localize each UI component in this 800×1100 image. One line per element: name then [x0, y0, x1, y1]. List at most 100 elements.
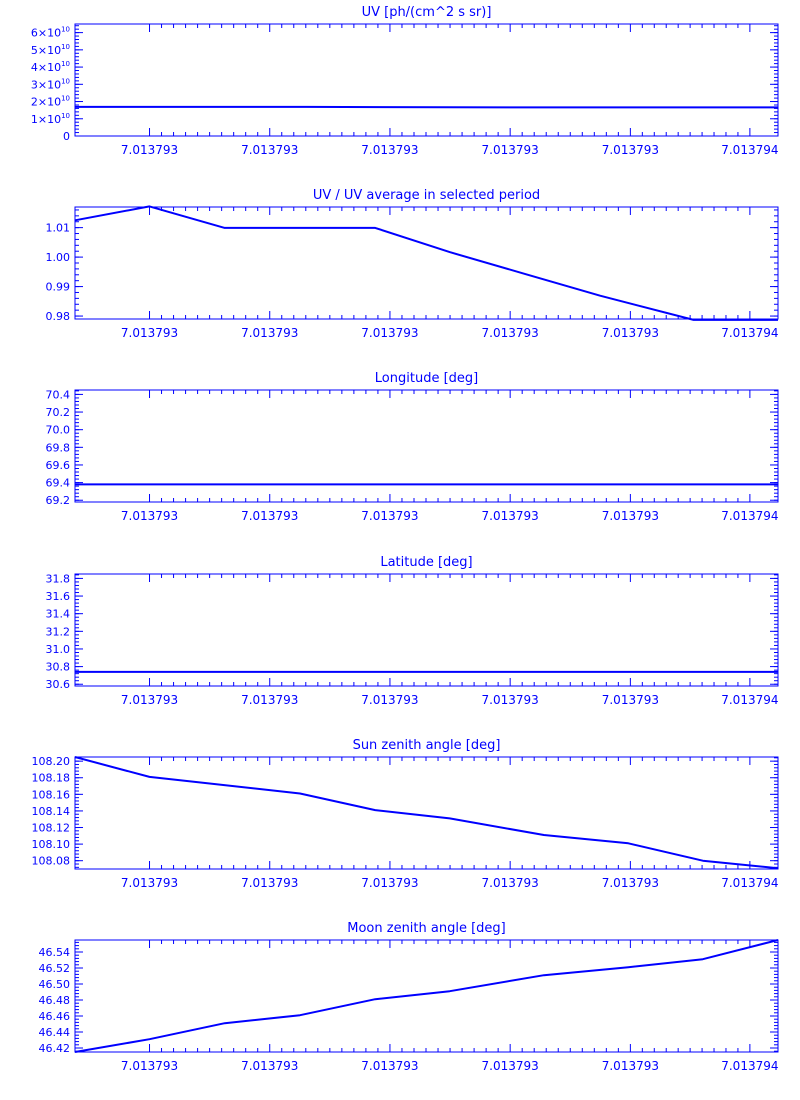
x-tick-label: 7.013793	[602, 509, 659, 523]
x-tick-label: 7.013793	[602, 1059, 659, 1073]
x-tick-label: 7.013793	[241, 876, 298, 890]
chart-panel-3: Longitude [deg] 7.013793 7.013793 7.013793 7…	[46, 371, 779, 523]
plot-frame	[74, 939, 779, 1053]
y-tick-label: 31.2	[46, 625, 71, 638]
y-tick-base: 108.16	[32, 788, 71, 801]
y-tick-label: 46.48	[39, 994, 71, 1007]
y-tick-label: 4×1010	[31, 60, 70, 74]
y-tick-label: 108.10	[32, 838, 71, 851]
y-tick-base: 1.01	[46, 222, 71, 235]
x-tick-label: 7.013793	[602, 326, 659, 340]
y-tick-base: 0	[63, 130, 70, 143]
chart-title: Longitude [deg]	[375, 371, 478, 386]
x-tick-label: 7.013794	[721, 876, 778, 890]
plot-frame	[74, 573, 779, 687]
chart-panel-4: Latitude [deg] 7.013793 7.013793 7.013793 7.…	[46, 555, 779, 707]
y-tick-label: 46.50	[39, 978, 71, 991]
y-tick-base: 46.50	[39, 978, 71, 991]
y-tick-exponent: 10	[61, 60, 70, 68]
x-tick-label: 7.013793	[361, 693, 418, 707]
y-tick-base: 108.18	[32, 772, 71, 785]
chart-title: Moon zenith angle [deg]	[347, 921, 505, 936]
y-tick-exponent: 10	[61, 112, 70, 120]
y-tick-label: 69.4	[46, 477, 71, 490]
y-tick-label: 30.6	[46, 678, 71, 691]
y-tick-label: 1×1010	[31, 112, 70, 126]
series-line	[75, 105, 778, 109]
y-tick-label: 31.0	[46, 643, 71, 656]
x-tick-label: 7.013793	[482, 876, 539, 890]
y-tick-label: 46.52	[39, 962, 71, 975]
y-tick-base: 3×10	[31, 78, 61, 91]
y-tick-label: 1.00	[46, 251, 71, 264]
chart-panel-2: UV / UV average in selected period 7.0137…	[46, 188, 779, 340]
x-tick-label: 7.013793	[482, 326, 539, 340]
y-tick-label: 70.0	[46, 424, 71, 437]
y-tick-base: 6×10	[31, 27, 61, 40]
y-tick-base: 108.20	[32, 755, 71, 768]
y-tick-base: 69.6	[46, 459, 71, 472]
series-line	[74, 939, 779, 1053]
series-line	[74, 205, 778, 321]
y-tick-base: 46.48	[39, 994, 71, 1007]
y-tick-base: 31.6	[46, 590, 71, 603]
y-tick-label: 108.18	[32, 772, 71, 785]
y-tick-label: 0.98	[46, 310, 71, 323]
y-tick-base: 46.42	[39, 1042, 71, 1055]
y-tick-label: 69.6	[46, 459, 71, 472]
y-tick-base: 108.12	[32, 822, 71, 835]
x-tick-label: 7.013793	[121, 143, 178, 157]
y-tick-label: 30.8	[46, 661, 71, 674]
x-tick-label: 7.013793	[121, 876, 178, 890]
y-tick-base: 108.14	[32, 805, 71, 818]
y-tick-label: 31.4	[46, 608, 71, 621]
x-tick-label: 7.013793	[241, 326, 298, 340]
y-tick-base: 31.2	[46, 625, 71, 638]
y-tick-base: 2×10	[31, 96, 61, 109]
y-tick-label: 6×1010	[31, 26, 70, 40]
y-tick-label: 46.54	[39, 946, 71, 959]
chart-title: UV [ph/(cm^2 s sr)]	[362, 5, 492, 20]
y-tick-exponent: 10	[61, 95, 70, 103]
y-tick-label: 69.8	[46, 441, 71, 454]
x-tick-label: 7.013793	[241, 693, 298, 707]
y-tick-base: 46.46	[39, 1010, 71, 1023]
chart-title: UV / UV average in selected period	[313, 188, 540, 203]
chart-title: Latitude [deg]	[380, 555, 472, 570]
y-tick-base: 69.8	[46, 441, 71, 454]
x-tick-label: 7.013793	[602, 876, 659, 890]
y-tick-label: 5×1010	[31, 43, 70, 57]
x-tick-label: 7.013793	[241, 509, 298, 523]
y-tick-base: 108.10	[32, 838, 71, 851]
y-tick-label: 0	[63, 130, 70, 143]
y-tick-base: 5×10	[31, 44, 61, 57]
y-tick-label: 1.01	[46, 222, 71, 235]
y-tick-label: 70.2	[46, 406, 71, 419]
y-tick-label: 3×1010	[31, 77, 70, 91]
x-tick-label: 7.013793	[361, 876, 418, 890]
x-tick-label: 7.013793	[361, 143, 418, 157]
x-tick-label: 7.013793	[602, 693, 659, 707]
x-tick-label: 7.013794	[721, 1059, 778, 1073]
y-tick-base: 4×10	[31, 61, 61, 74]
y-tick-base: 70.2	[46, 406, 71, 419]
x-tick-label: 7.013793	[482, 693, 539, 707]
y-tick-label: 31.8	[46, 572, 71, 585]
x-tick-label: 7.013793	[482, 509, 539, 523]
y-tick-exponent: 10	[61, 26, 70, 34]
chart-panel-1: UV [ph/(cm^2 s sr)] 7.013793 7.013793 7.013…	[31, 5, 779, 157]
y-tick-label: 46.46	[39, 1010, 71, 1023]
y-tick-label: 0.99	[46, 281, 71, 294]
y-tick-label: 108.14	[32, 805, 71, 818]
x-tick-label: 7.013793	[361, 326, 418, 340]
y-tick-exponent: 10	[61, 43, 70, 51]
y-tick-base: 46.44	[39, 1026, 71, 1039]
x-tick-label: 7.013794	[721, 693, 778, 707]
y-tick-base: 1×10	[31, 113, 61, 126]
x-tick-label: 7.013793	[121, 1059, 178, 1073]
y-tick-base: 30.6	[46, 678, 71, 691]
x-tick-label: 7.013793	[482, 1059, 539, 1073]
y-tick-base: 46.54	[39, 946, 71, 959]
y-tick-exponent: 10	[61, 77, 70, 85]
